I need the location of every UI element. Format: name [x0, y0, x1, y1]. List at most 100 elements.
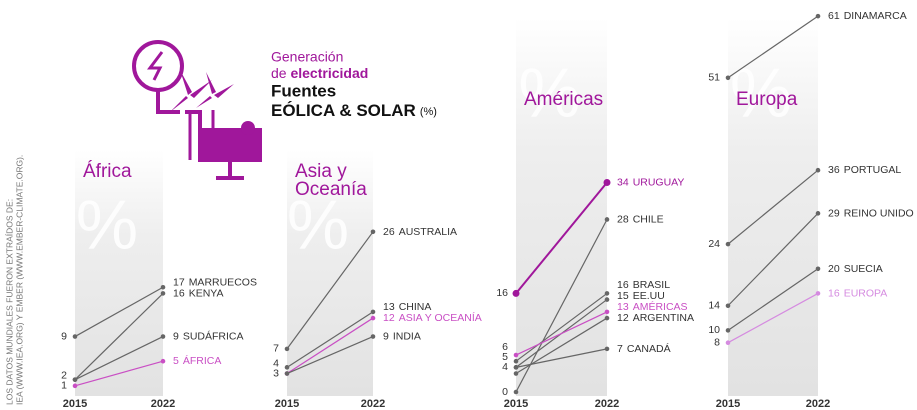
point: [725, 328, 731, 333]
point: [370, 315, 376, 321]
header-title: EÓLICA & SOLAR: [271, 101, 416, 120]
slope-line: [727, 212, 819, 307]
region-title: Europa: [736, 89, 798, 110]
point: [725, 241, 731, 247]
point: [513, 352, 519, 358]
end-value: 13: [617, 301, 629, 313]
point: [513, 371, 519, 376]
point: [604, 309, 610, 315]
start-label: 5: [502, 351, 508, 363]
series-name: PORTUGAL: [844, 164, 902, 176]
slope-line: [515, 348, 608, 368]
end-value: 16: [828, 287, 840, 299]
header-line1: Generación: [271, 49, 343, 65]
end-label: 16 BRASIL: [617, 279, 670, 291]
x-tick-label: 2015: [504, 398, 528, 410]
turbines: [170, 70, 234, 112]
point: [815, 291, 821, 296]
watermark: %: [287, 185, 349, 263]
start-label: 4: [273, 357, 279, 369]
end-label: 26 AUSTRALIA: [383, 226, 457, 238]
x-tick-label: 2022: [595, 398, 619, 410]
point: [604, 297, 610, 302]
point: [604, 315, 610, 321]
start-label: 9: [61, 330, 67, 342]
end-value: 9: [383, 330, 389, 342]
series-name: DINAMARCA: [844, 10, 907, 22]
slope-line: [515, 219, 608, 393]
icon: [132, 40, 262, 180]
point: [725, 303, 731, 309]
point: [370, 309, 376, 315]
point: [604, 346, 610, 352]
start-label: 2: [61, 370, 67, 382]
start-label: 14: [708, 300, 720, 312]
x-tick-label: 2022: [806, 398, 830, 410]
point: [815, 211, 821, 216]
region-title: Américas: [524, 89, 603, 110]
start-label: 0: [502, 386, 508, 398]
series-name: ARGENTINA: [633, 312, 694, 324]
point: [160, 334, 166, 339]
point: [603, 179, 611, 187]
end-label: 20 SUECIA: [828, 263, 883, 275]
end-label: 13 CHINA: [383, 301, 431, 313]
series-name: SUECIA: [844, 263, 883, 275]
point: [160, 291, 166, 296]
slope-line: [286, 317, 374, 375]
header-unit: (%): [420, 106, 437, 118]
point: [72, 334, 78, 339]
point: [725, 75, 731, 81]
end-value: 61: [828, 10, 840, 22]
slope-line: [727, 169, 819, 245]
slope-line: [515, 292, 608, 362]
point: [370, 334, 376, 339]
slope-line: [74, 292, 164, 381]
start-label: 6: [502, 341, 508, 353]
end-value: 7: [617, 343, 623, 355]
slope-line: [286, 335, 374, 375]
series-name: AMÉRICAS: [633, 300, 688, 313]
series-name: EUROPA: [844, 287, 888, 299]
watermark: %: [730, 53, 792, 131]
end-value: 13: [383, 301, 395, 313]
slope-line: [286, 231, 374, 350]
series-name: ÁFRICA: [183, 354, 222, 367]
series-name: SUDÁFRICA: [183, 329, 244, 342]
series-name: EE.UU: [633, 290, 665, 302]
slope-line: [74, 336, 164, 381]
end-label: 15 EE.UU: [617, 290, 665, 302]
end-label: 16 KENYA: [173, 287, 224, 299]
end-value: 16: [617, 279, 629, 291]
point: [370, 229, 376, 235]
start-label: 4: [502, 361, 508, 373]
region-title: Oceanía: [295, 179, 367, 200]
slope-line: [727, 268, 819, 331]
point: [72, 377, 78, 382]
end-value: 29: [828, 207, 840, 219]
end-value: 5: [173, 355, 179, 367]
end-label: 61 DINAMARCA: [828, 10, 907, 22]
end-value: 26: [383, 226, 395, 238]
series-name: REINO UNIDO: [844, 207, 914, 219]
slope-line: [727, 15, 819, 79]
end-value: 15: [617, 290, 629, 302]
series-name: BRASIL: [633, 279, 671, 291]
start-label: 16: [496, 287, 508, 299]
point: [72, 383, 78, 389]
start-label: 3: [273, 367, 279, 379]
x-tick-label: 2022: [361, 398, 385, 410]
end-value: 36: [828, 164, 840, 176]
end-value: 9: [173, 330, 179, 342]
point: [160, 358, 166, 364]
header-line3: Fuentes: [271, 81, 336, 100]
slope-line: [286, 311, 374, 368]
slope-line: [74, 360, 164, 387]
end-label: 12 ASIA Y OCEANÍA: [383, 311, 482, 324]
start-label: 8: [714, 336, 720, 348]
end-label: 7 CANADÁ: [617, 342, 671, 355]
point: [604, 217, 610, 222]
source-1: LOS DATOS MUNDIALES FUERON EXTRAÍDOS DE:: [4, 199, 14, 405]
header-line2a: de: [271, 65, 290, 81]
end-label: 17 MARRUECOS: [173, 276, 257, 288]
